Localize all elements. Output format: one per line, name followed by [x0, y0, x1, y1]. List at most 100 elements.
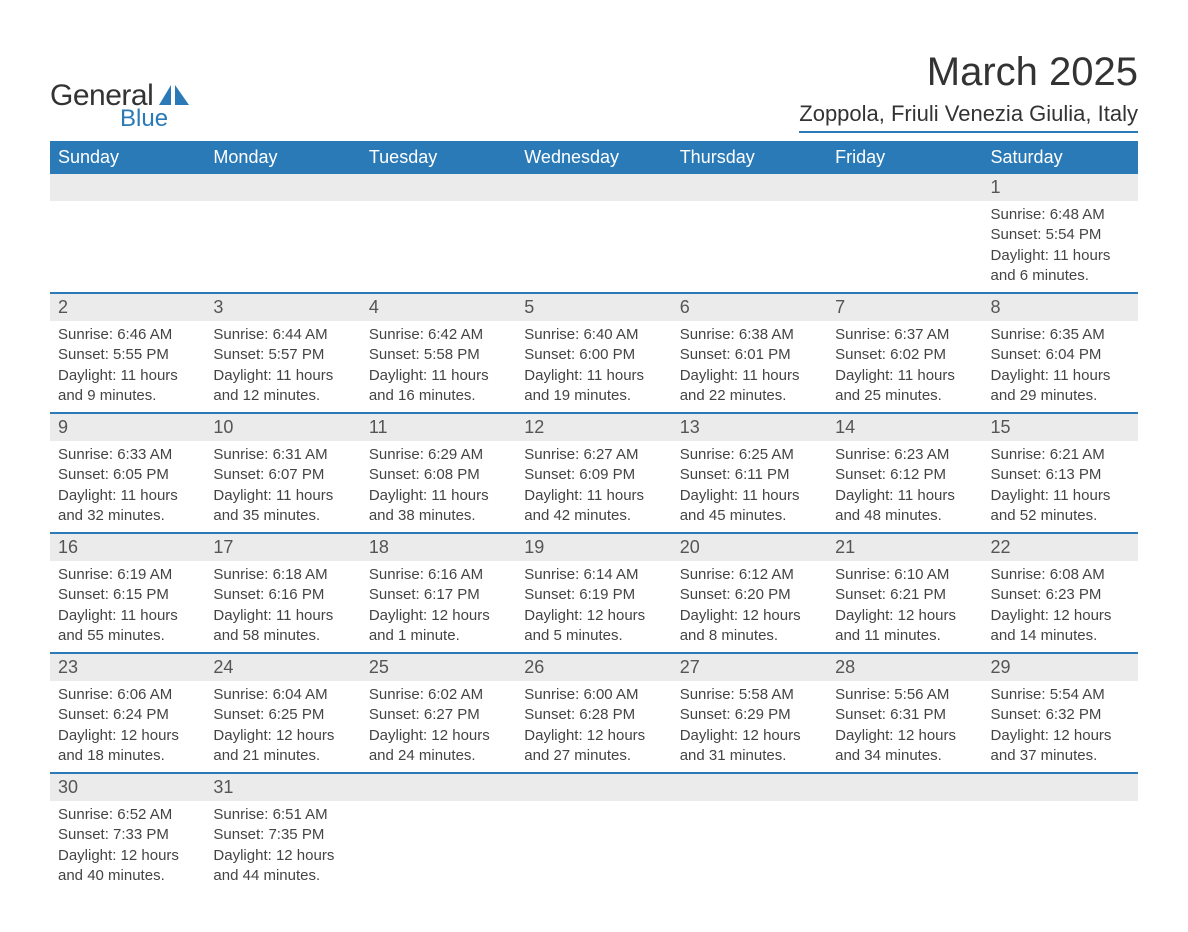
sunset-text: Sunset: 6:20 PM — [680, 585, 819, 605]
calendar-week-row: 1Sunrise: 6:48 AMSunset: 5:54 PMDaylight… — [50, 174, 1138, 293]
day-body — [827, 801, 982, 877]
day-number: 12 — [516, 414, 671, 441]
calendar-day-cell: 10Sunrise: 6:31 AMSunset: 6:07 PMDayligh… — [205, 413, 360, 533]
daylight-text: Daylight: 12 hours and 18 minutes. — [58, 726, 197, 767]
sunset-text: Sunset: 5:54 PM — [991, 225, 1130, 245]
day-number — [361, 174, 516, 201]
sunrise-text: Sunrise: 5:56 AM — [835, 685, 974, 705]
brand-triangle-left-icon — [159, 85, 171, 105]
day-number: 8 — [983, 294, 1138, 321]
sunrise-text: Sunrise: 6:19 AM — [58, 565, 197, 585]
calendar-day-cell: 30Sunrise: 6:52 AMSunset: 7:33 PMDayligh… — [50, 773, 205, 892]
sunset-text: Sunset: 5:55 PM — [58, 345, 197, 365]
sunset-text: Sunset: 6:27 PM — [369, 705, 508, 725]
day-body: Sunrise: 6:25 AMSunset: 6:11 PMDaylight:… — [672, 441, 827, 532]
calendar-day-cell: 14Sunrise: 6:23 AMSunset: 6:12 PMDayligh… — [827, 413, 982, 533]
location-subtitle: Zoppola, Friuli Venezia Giulia, Italy — [799, 101, 1138, 133]
weekday-header: Thursday — [672, 141, 827, 174]
calendar-day-cell: 25Sunrise: 6:02 AMSunset: 6:27 PMDayligh… — [361, 653, 516, 773]
day-body: Sunrise: 6:10 AMSunset: 6:21 PMDaylight:… — [827, 561, 982, 652]
day-number: 3 — [205, 294, 360, 321]
daylight-text: Daylight: 12 hours and 34 minutes. — [835, 726, 974, 767]
daylight-text: Daylight: 11 hours and 6 minutes. — [991, 246, 1130, 287]
day-number: 27 — [672, 654, 827, 681]
day-number: 22 — [983, 534, 1138, 561]
calendar-day-cell: 18Sunrise: 6:16 AMSunset: 6:17 PMDayligh… — [361, 533, 516, 653]
title-block: March 2025 Zoppola, Friuli Venezia Giuli… — [799, 50, 1138, 133]
daylight-text: Daylight: 11 hours and 42 minutes. — [524, 486, 663, 527]
sunrise-text: Sunrise: 6:16 AM — [369, 565, 508, 585]
day-number: 26 — [516, 654, 671, 681]
calendar-day-cell: 8Sunrise: 6:35 AMSunset: 6:04 PMDaylight… — [983, 293, 1138, 413]
weekday-header: Sunday — [50, 141, 205, 174]
day-number: 4 — [361, 294, 516, 321]
daylight-text: Daylight: 11 hours and 52 minutes. — [991, 486, 1130, 527]
day-number: 19 — [516, 534, 671, 561]
sunrise-text: Sunrise: 6:21 AM — [991, 445, 1130, 465]
day-body: Sunrise: 6:44 AMSunset: 5:57 PMDaylight:… — [205, 321, 360, 412]
sunset-text: Sunset: 6:16 PM — [213, 585, 352, 605]
day-number: 18 — [361, 534, 516, 561]
daylight-text: Daylight: 12 hours and 14 minutes. — [991, 606, 1130, 647]
day-number: 31 — [205, 774, 360, 801]
day-body: Sunrise: 5:58 AMSunset: 6:29 PMDaylight:… — [672, 681, 827, 772]
calendar-day-cell: 26Sunrise: 6:00 AMSunset: 6:28 PMDayligh… — [516, 653, 671, 773]
daylight-text: Daylight: 11 hours and 35 minutes. — [213, 486, 352, 527]
sunset-text: Sunset: 5:58 PM — [369, 345, 508, 365]
calendar-day-cell: 23Sunrise: 6:06 AMSunset: 6:24 PMDayligh… — [50, 653, 205, 773]
sunrise-text: Sunrise: 6:31 AM — [213, 445, 352, 465]
day-body: Sunrise: 5:56 AMSunset: 6:31 PMDaylight:… — [827, 681, 982, 772]
calendar-week-row: 9Sunrise: 6:33 AMSunset: 6:05 PMDaylight… — [50, 413, 1138, 533]
day-body — [361, 201, 516, 277]
day-body: Sunrise: 6:31 AMSunset: 6:07 PMDaylight:… — [205, 441, 360, 532]
sunrise-text: Sunrise: 6:35 AM — [991, 325, 1130, 345]
day-body — [827, 201, 982, 277]
calendar-day-cell — [672, 773, 827, 892]
day-number: 29 — [983, 654, 1138, 681]
calendar-day-cell: 24Sunrise: 6:04 AMSunset: 6:25 PMDayligh… — [205, 653, 360, 773]
sunset-text: Sunset: 6:17 PM — [369, 585, 508, 605]
daylight-text: Daylight: 11 hours and 16 minutes. — [369, 366, 508, 407]
daylight-text: Daylight: 11 hours and 22 minutes. — [680, 366, 819, 407]
sunset-text: Sunset: 6:12 PM — [835, 465, 974, 485]
sunset-text: Sunset: 6:32 PM — [991, 705, 1130, 725]
day-number: 23 — [50, 654, 205, 681]
calendar-table: Sunday Monday Tuesday Wednesday Thursday… — [50, 141, 1138, 892]
daylight-text: Daylight: 12 hours and 5 minutes. — [524, 606, 663, 647]
sunrise-text: Sunrise: 5:58 AM — [680, 685, 819, 705]
sunrise-text: Sunrise: 6:42 AM — [369, 325, 508, 345]
month-title: March 2025 — [799, 50, 1138, 95]
day-number: 15 — [983, 414, 1138, 441]
day-body: Sunrise: 6:08 AMSunset: 6:23 PMDaylight:… — [983, 561, 1138, 652]
calendar-day-cell — [516, 174, 671, 293]
sunset-text: Sunset: 6:23 PM — [991, 585, 1130, 605]
day-number — [672, 174, 827, 201]
day-number: 6 — [672, 294, 827, 321]
sunrise-text: Sunrise: 6:38 AM — [680, 325, 819, 345]
sunset-text: Sunset: 6:28 PM — [524, 705, 663, 725]
calendar-day-cell — [827, 773, 982, 892]
day-body — [50, 201, 205, 277]
sunrise-text: Sunrise: 6:04 AM — [213, 685, 352, 705]
sunset-text: Sunset: 6:02 PM — [835, 345, 974, 365]
calendar-day-cell: 12Sunrise: 6:27 AMSunset: 6:09 PMDayligh… — [516, 413, 671, 533]
sunrise-text: Sunrise: 6:00 AM — [524, 685, 663, 705]
calendar-week-row: 23Sunrise: 6:06 AMSunset: 6:24 PMDayligh… — [50, 653, 1138, 773]
day-body: Sunrise: 6:48 AMSunset: 5:54 PMDaylight:… — [983, 201, 1138, 292]
day-body — [205, 201, 360, 277]
daylight-text: Daylight: 11 hours and 12 minutes. — [213, 366, 352, 407]
calendar-week-row: 2Sunrise: 6:46 AMSunset: 5:55 PMDaylight… — [50, 293, 1138, 413]
calendar-day-cell: 4 Sunrise: 6:42 AMSunset: 5:58 PMDaylight… — [361, 293, 516, 413]
sunset-text: Sunset: 6:11 PM — [680, 465, 819, 485]
day-number — [205, 174, 360, 201]
day-number: 13 — [672, 414, 827, 441]
day-body: Sunrise: 6:18 AMSunset: 6:16 PMDaylight:… — [205, 561, 360, 652]
brand-line2: Blue — [120, 105, 168, 133]
day-number — [516, 774, 671, 801]
calendar-day-cell: 6Sunrise: 6:38 AMSunset: 6:01 PMDaylight… — [672, 293, 827, 413]
sunrise-text: Sunrise: 6:08 AM — [991, 565, 1130, 585]
day-body: Sunrise: 6:38 AMSunset: 6:01 PMDaylight:… — [672, 321, 827, 412]
day-number: 10 — [205, 414, 360, 441]
sunrise-text: Sunrise: 6:02 AM — [369, 685, 508, 705]
daylight-text: Daylight: 12 hours and 21 minutes. — [213, 726, 352, 767]
